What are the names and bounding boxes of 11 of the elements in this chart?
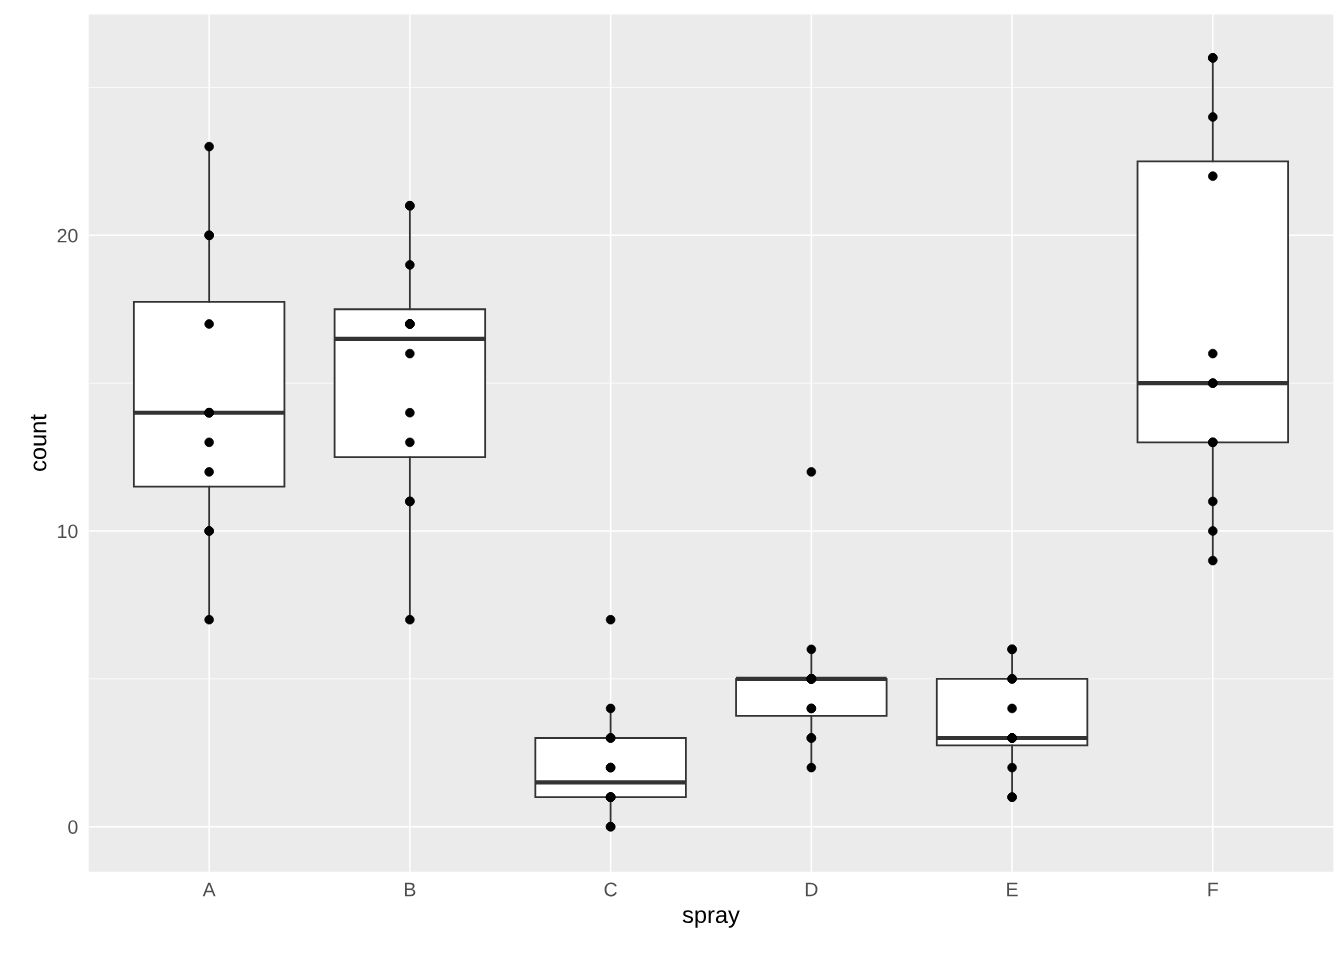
x-tick-label: A bbox=[202, 882, 216, 897]
y-axis-title: count bbox=[30, 414, 47, 471]
x-tick-label: F bbox=[1208, 882, 1218, 897]
x-tick-label: B bbox=[404, 882, 416, 897]
y-tick-label: 20 bbox=[57, 228, 78, 243]
y-tick-label: 10 bbox=[58, 524, 78, 539]
x-tick-label: C bbox=[604, 882, 617, 897]
x-tick-label: D bbox=[805, 882, 818, 897]
x-tick-label: E bbox=[1007, 882, 1018, 897]
x-axis-title: spray bbox=[682, 910, 740, 928]
y-tick-label: 0 bbox=[68, 820, 78, 834]
